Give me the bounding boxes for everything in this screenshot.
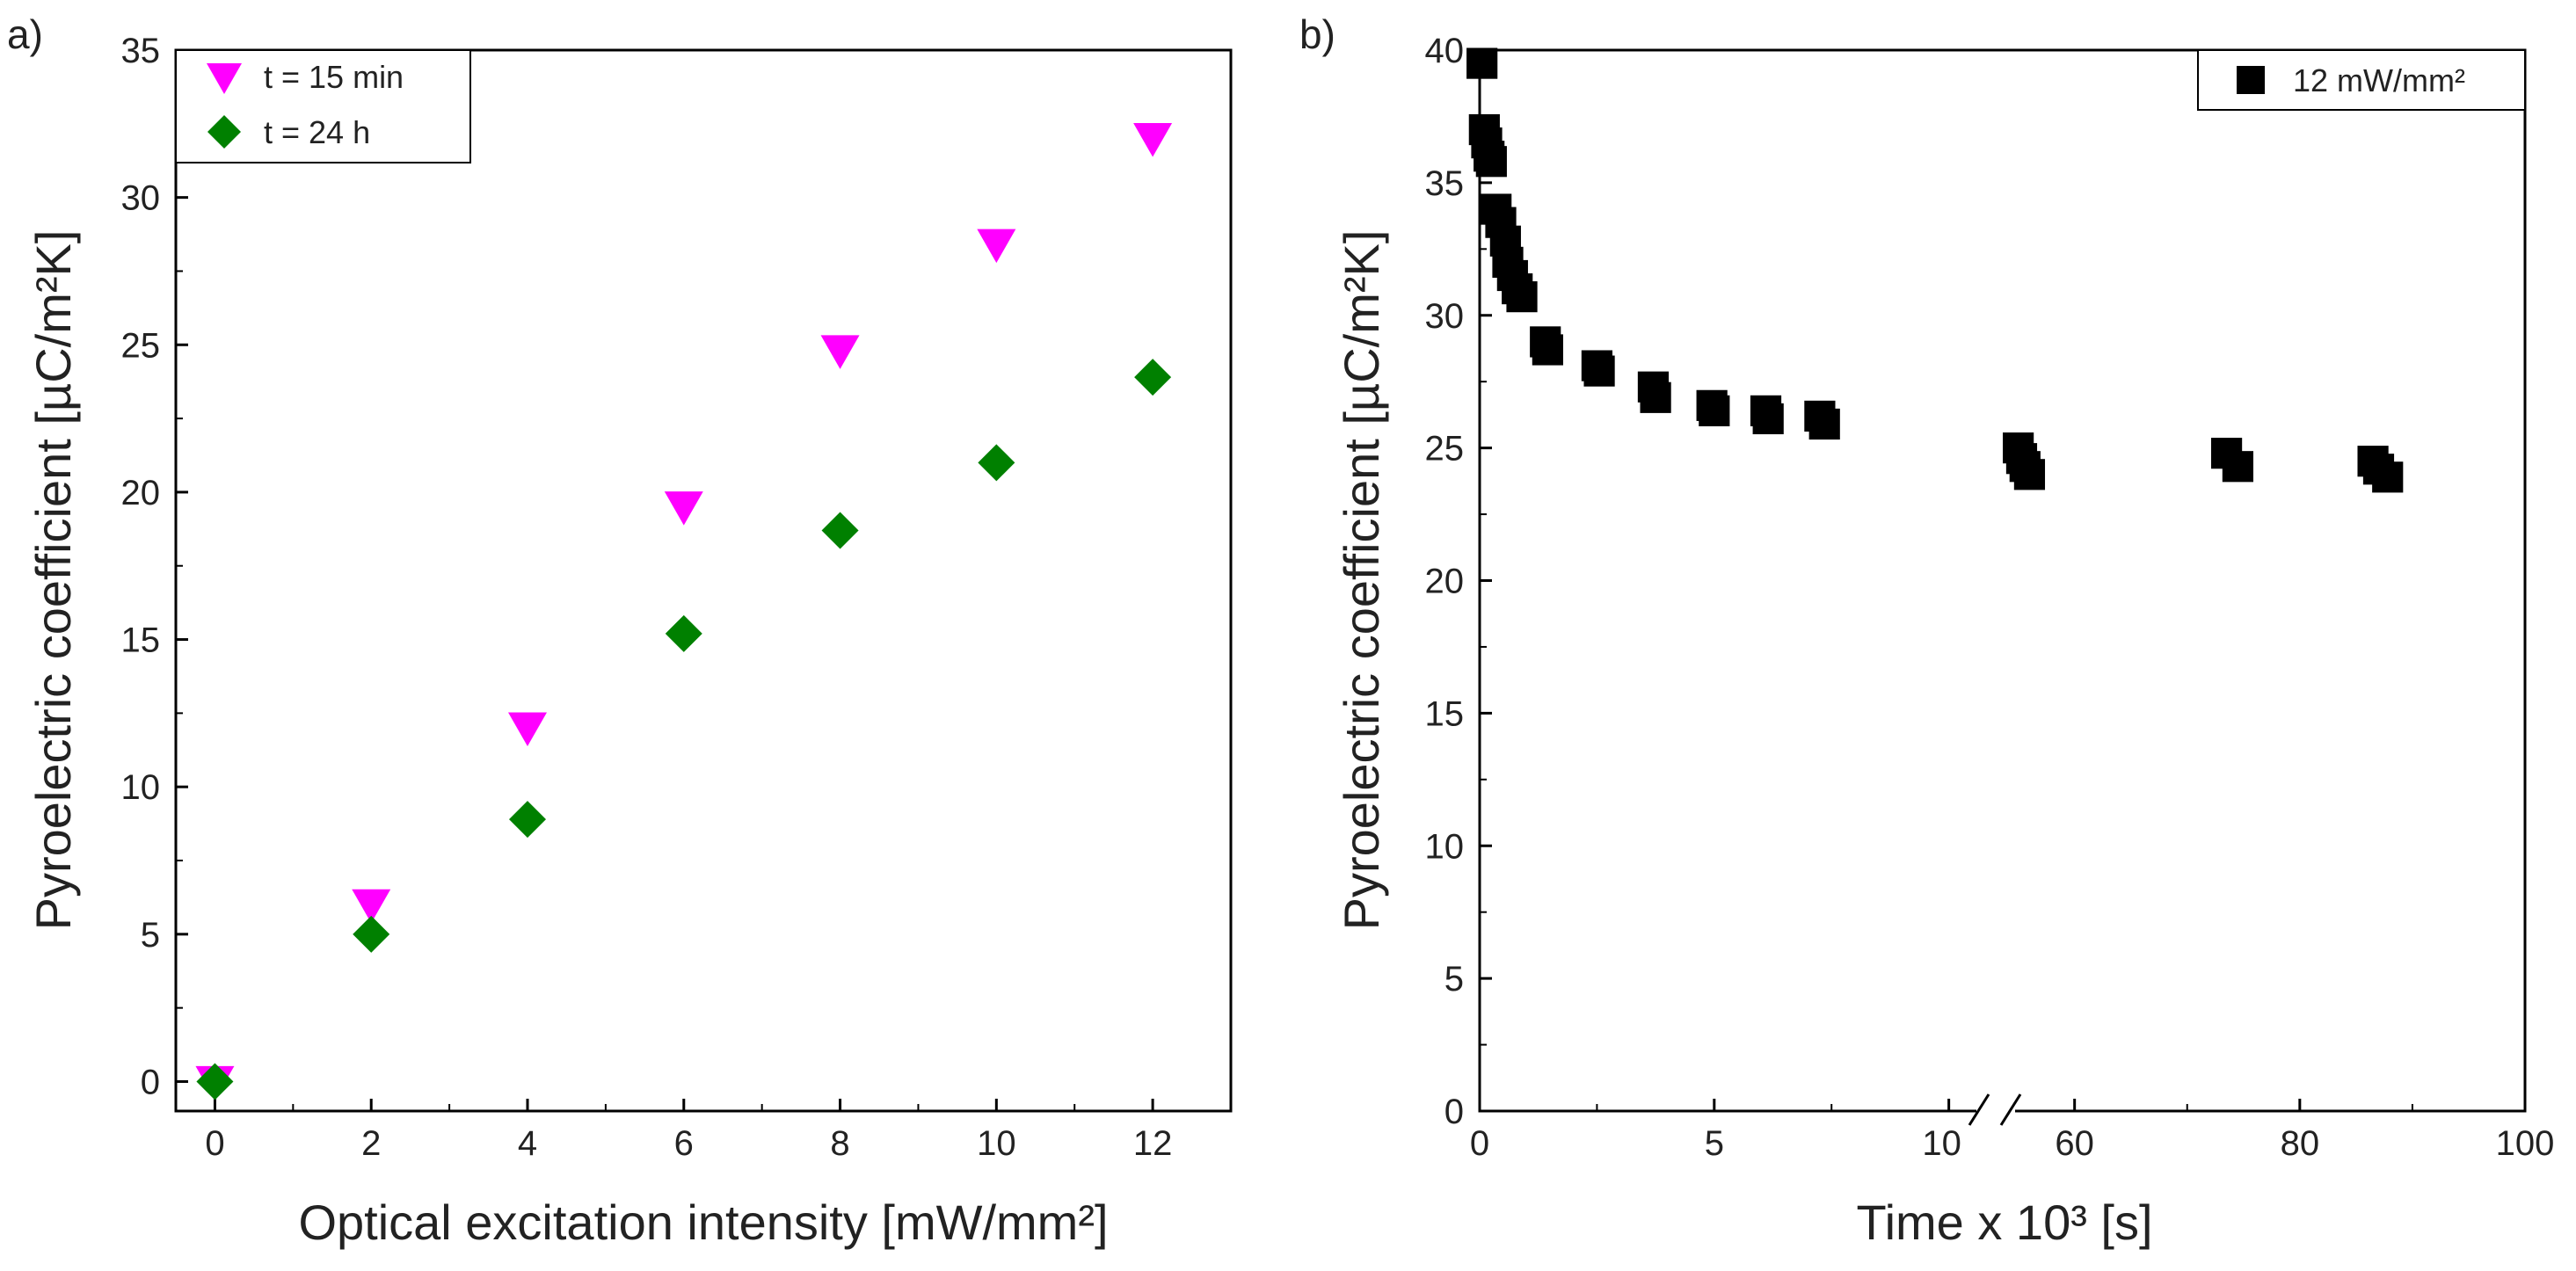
y-tick-label-20: 20 <box>121 474 161 512</box>
series-0-point-6 <box>1133 122 1173 157</box>
x-tick-label-6: 6 <box>674 1124 694 1163</box>
series-0-point-5 <box>977 229 1016 264</box>
panel-b-axis-break <box>1968 1090 2022 1132</box>
b-y-tick-label-30: 30 <box>1425 297 1465 336</box>
panel-b-points <box>1466 47 2404 493</box>
b-series-0-point-29 <box>2222 451 2253 483</box>
series-1-point-5 <box>978 444 1015 482</box>
b-series-0-point-11 <box>1506 281 1538 313</box>
series-0-point-1 <box>352 889 391 924</box>
x-tick-label-2: 2 <box>361 1124 381 1163</box>
panel-a-ticks: 0 2 4 6 8 10 12 0 5 10 15 20 25 30 35 <box>121 32 1173 1163</box>
panel-a-points <box>195 122 1173 1100</box>
panel-a-x-axis-title: Optical excitation intensity [mW/mm²] <box>298 1195 1108 1250</box>
b-x-tick-label-80: 80 <box>2281 1124 2320 1163</box>
b-series-0-point-0 <box>1466 47 1498 79</box>
y-tick-label-0: 0 <box>141 1063 160 1101</box>
y-tick-label-25: 25 <box>121 326 161 365</box>
b-x-tick-label-10: 10 <box>1922 1124 1961 1163</box>
panel-b-plot-frame <box>1478 48 2527 1113</box>
y-tick-label-5: 5 <box>141 916 160 955</box>
legend-label-15min: t = 15 min <box>264 59 404 95</box>
b-x-tick-label-5: 5 <box>1705 1124 1724 1163</box>
b-y-tick-label-0: 0 <box>1444 1093 1464 1131</box>
panel-b: b) Time x 10³ [s] Pyroelectric coefficie… <box>1299 11 2554 1250</box>
series-1-point-4 <box>821 512 859 549</box>
panel-a-plot-frame <box>174 48 1233 1113</box>
panel-b-legend: 12 mW/mm² <box>2197 49 2526 111</box>
y-tick-label-30: 30 <box>121 179 161 218</box>
panel-b-y-axis-title: Pyroelectric coefficient [µC/m²K] <box>1334 230 1389 931</box>
b-series-0-point-15 <box>1583 355 1615 387</box>
b-series-0-point-23 <box>1808 408 1840 440</box>
b-x-tick-label-0: 0 <box>1470 1124 1489 1163</box>
series-1-point-1 <box>353 915 390 953</box>
y-tick-label-15: 15 <box>121 621 161 660</box>
legend-marker-24h <box>207 115 241 149</box>
legend-label-24h: t = 24 h <box>264 114 370 150</box>
b-series-0-point-4 <box>1475 146 1507 178</box>
panel-a-y-axis-title: Pyroelectric coefficient [µC/m²K] <box>25 230 81 931</box>
y-tick-label-35: 35 <box>121 32 161 70</box>
legend-marker-12mw <box>2237 66 2265 94</box>
series-0-point-2 <box>508 712 547 747</box>
series-1-point-0 <box>196 1063 234 1100</box>
x-tick-label-4: 4 <box>518 1124 537 1163</box>
b-series-0-point-17 <box>1640 381 1671 413</box>
b-series-0-point-21 <box>1752 403 1784 435</box>
series-1-point-2 <box>509 801 546 839</box>
panel-a: a) Optical excitation intensity [mW/mm²]… <box>7 11 1233 1250</box>
panel-b-x-axis-title: Time x 10³ [s] <box>1856 1195 2152 1250</box>
y-tick-label-10: 10 <box>121 768 161 807</box>
x-tick-label-12: 12 <box>1133 1124 1173 1163</box>
panel-b-ticks: 0 5 10 60 80 100 0 5 10 15 20 25 30 35 40 <box>1425 32 2555 1163</box>
x-tick-label-8: 8 <box>830 1124 849 1163</box>
legend-marker-15min <box>207 63 242 94</box>
b-x-tick-label-100: 100 <box>2496 1124 2555 1163</box>
x-tick-label-10: 10 <box>977 1124 1016 1163</box>
axis-break-mark-right <box>1999 1093 2022 1126</box>
b-y-tick-label-15: 15 <box>1425 694 1465 733</box>
b-y-tick-label-25: 25 <box>1425 430 1465 468</box>
b-y-tick-label-20: 20 <box>1425 563 1465 601</box>
b-x-tick-label-60: 60 <box>2055 1124 2094 1163</box>
legend-label-12mw: 12 mW/mm² <box>2293 62 2465 98</box>
b-series-0-point-27 <box>2013 459 2046 490</box>
b-series-0-point-19 <box>1699 395 1730 426</box>
axis-break-mark-left <box>1968 1093 1990 1126</box>
b-series-0-point-32 <box>2372 461 2404 493</box>
series-0-point-4 <box>820 335 860 369</box>
b-y-tick-label-5: 5 <box>1444 960 1464 999</box>
panel-a-legend: t = 15 min t = 24 h <box>175 49 471 163</box>
b-y-tick-label-40: 40 <box>1425 32 1465 70</box>
b-y-tick-label-10: 10 <box>1425 827 1465 866</box>
b-y-tick-label-35: 35 <box>1425 164 1465 203</box>
series-0-point-3 <box>664 491 703 526</box>
b-series-0-point-13 <box>1532 334 1563 366</box>
panel-a-label: a) <box>7 11 43 57</box>
x-tick-label-0: 0 <box>205 1124 224 1163</box>
series-1-point-6 <box>1134 359 1172 396</box>
series-1-point-3 <box>665 614 702 652</box>
panel-b-label: b) <box>1299 11 1335 57</box>
